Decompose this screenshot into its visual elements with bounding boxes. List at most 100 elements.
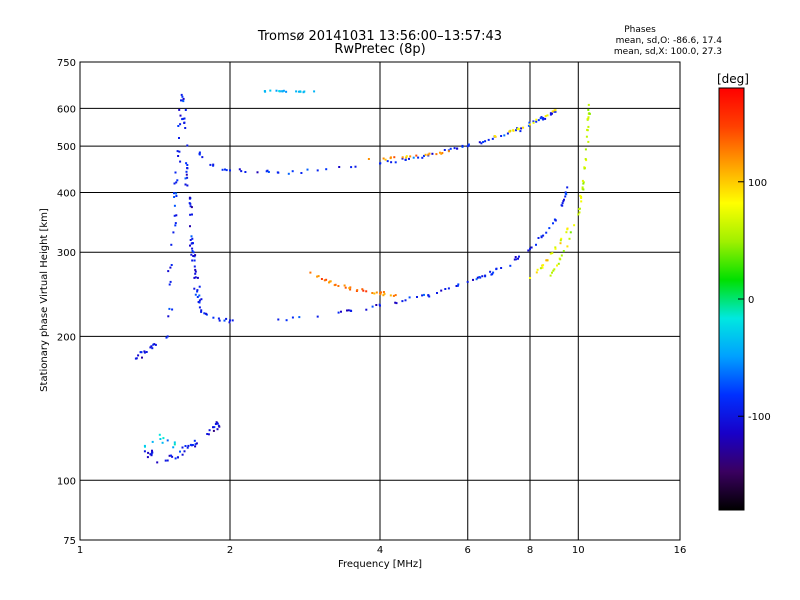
data-point	[375, 304, 378, 306]
data-point	[185, 170, 188, 173]
data-point	[467, 143, 470, 146]
data-point	[453, 147, 456, 150]
data-point	[159, 438, 162, 440]
data-point	[579, 194, 582, 197]
data-point	[156, 461, 159, 464]
data-point	[171, 308, 174, 311]
data-point	[549, 252, 552, 255]
x-tick-labels: 1 2 4 6 8 10 16	[77, 545, 687, 556]
data-point	[408, 296, 411, 299]
data-point	[192, 251, 195, 254]
data-point	[585, 159, 588, 162]
data-point	[217, 317, 220, 320]
data-point	[194, 272, 197, 275]
data-point	[461, 144, 464, 147]
data-point	[518, 255, 520, 258]
data-point	[559, 258, 562, 261]
data-point	[383, 292, 386, 295]
data-point	[457, 283, 460, 286]
data-point	[325, 168, 328, 171]
data-point	[560, 254, 563, 257]
data-point	[542, 234, 545, 237]
data-point	[198, 151, 201, 154]
data-point	[225, 169, 228, 172]
data-point	[395, 302, 398, 305]
data-point	[343, 284, 346, 287]
data-point	[554, 247, 557, 250]
data-point	[536, 268, 539, 271]
data-point	[316, 275, 319, 278]
data-point	[179, 114, 182, 117]
data-point	[325, 278, 328, 281]
data-point	[404, 299, 407, 302]
data-point	[263, 90, 266, 93]
data-point	[580, 200, 583, 203]
data-point	[158, 433, 161, 436]
data-point	[178, 137, 180, 139]
data-point	[379, 292, 381, 295]
data-point	[173, 214, 176, 217]
colorbar-label: [deg]	[717, 72, 749, 86]
data-point	[187, 444, 190, 447]
data-point	[297, 90, 300, 93]
data-point	[389, 294, 392, 297]
data-point	[500, 267, 503, 269]
data-point	[175, 195, 178, 197]
data-point	[401, 300, 404, 303]
data-point	[186, 164, 189, 166]
data-point	[423, 293, 425, 296]
data-point	[186, 184, 189, 187]
data-point	[193, 265, 196, 268]
data-point	[379, 162, 381, 165]
colorbar-tick-label: 0	[748, 295, 754, 306]
data-point	[173, 443, 176, 446]
data-point	[191, 259, 194, 262]
data-point	[191, 237, 194, 240]
data-point	[392, 294, 395, 297]
data-point	[282, 89, 285, 92]
data-point	[212, 426, 214, 429]
data-point	[212, 164, 215, 167]
data-point	[175, 181, 178, 184]
data-point	[191, 444, 194, 446]
data-point	[404, 158, 407, 161]
data-point	[582, 188, 585, 191]
data-point	[367, 158, 370, 160]
data-point	[198, 306, 201, 309]
data-point	[291, 316, 294, 319]
data-point	[401, 157, 404, 160]
data-point	[184, 109, 187, 111]
y-tick-label: 500	[57, 142, 76, 153]
data-point	[229, 319, 231, 322]
data-point	[515, 258, 517, 261]
grid-layer	[80, 62, 680, 540]
data-point	[582, 182, 585, 185]
data-point	[300, 172, 303, 174]
data-point	[151, 440, 154, 443]
y-tick-label: 400	[57, 188, 76, 199]
data-point	[313, 90, 316, 93]
data-point	[176, 179, 179, 182]
data-point	[439, 151, 441, 154]
data-point	[552, 222, 554, 225]
data-point	[299, 90, 302, 93]
data-point	[206, 433, 209, 435]
data-point	[175, 214, 178, 217]
data-point	[173, 441, 176, 444]
data-point	[362, 289, 365, 292]
x-axis-label: Frequency [MHz]	[338, 559, 422, 570]
data-point	[168, 283, 171, 286]
data-point	[466, 280, 469, 283]
y-tick-label: 750	[57, 58, 76, 69]
data-point	[587, 116, 590, 119]
data-point	[149, 453, 152, 456]
data-point	[349, 288, 352, 291]
data-point	[557, 262, 560, 265]
data-point	[482, 141, 485, 143]
data-point	[200, 310, 203, 313]
colorbar-tick-label: -100	[748, 412, 771, 423]
data-point	[162, 437, 165, 440]
data-point	[285, 90, 288, 93]
data-point	[520, 127, 523, 130]
data-point	[544, 117, 547, 120]
